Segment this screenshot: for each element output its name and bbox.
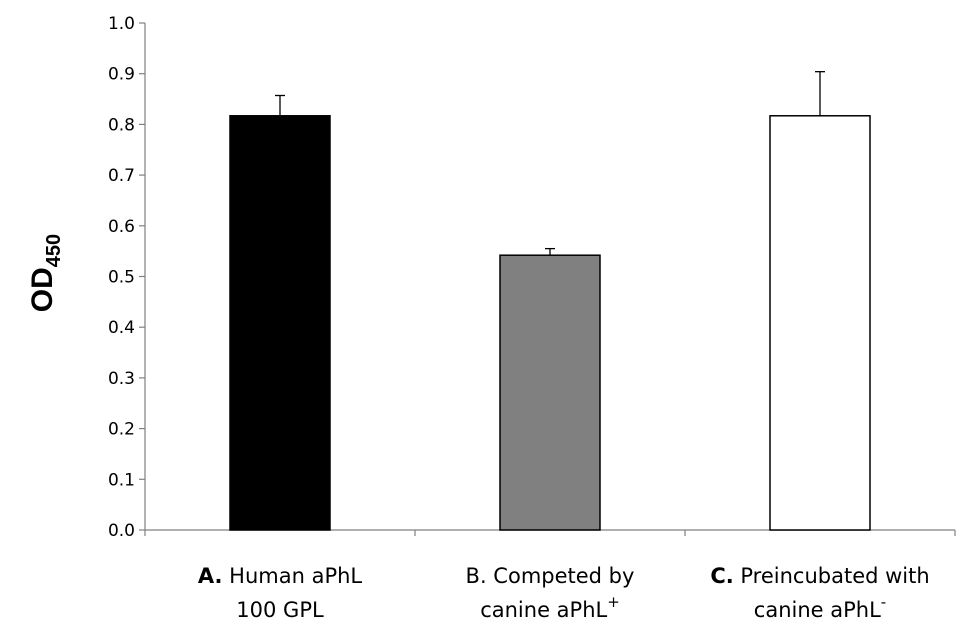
y-axis-title-main: OD <box>26 267 59 312</box>
y-tick-label: 0.7 <box>108 166 135 186</box>
y-tick-label: 0.8 <box>108 115 135 135</box>
bar-1 <box>229 115 331 531</box>
bar-2 <box>499 254 601 531</box>
x-category-prefix: A. <box>198 564 223 588</box>
x-category-text: canine aPhL <box>754 598 881 622</box>
x-category-label-line2: canine aPhL- <box>754 593 886 622</box>
x-category-label-line2: canine aPhL+ <box>480 593 620 622</box>
bars <box>229 115 871 531</box>
x-category-label-line1: A. Human aPhL <box>198 564 363 588</box>
x-category-labels: A. Human aPhL 100 GPL B. Competed by canine… <box>198 564 930 622</box>
y-tick-label: 0.4 <box>108 318 135 338</box>
x-category-text: canine aPhL <box>480 598 607 622</box>
x-category-label-line1: B. Competed by <box>466 564 635 588</box>
x-category-text: Human aPhL <box>222 564 362 588</box>
error-bars <box>275 71 825 256</box>
y-tick-label: 0.9 <box>108 65 135 85</box>
x-category-text: 100 GPL <box>236 598 324 622</box>
x-category-superscript: - <box>881 593 886 611</box>
x-category-label-line2: 100 GPL <box>236 598 324 622</box>
x-category-text: Preincubated with <box>734 564 930 588</box>
x-category-superscript: + <box>607 593 620 611</box>
y-tick-label: 0.1 <box>108 470 135 490</box>
x-category-prefix: C. <box>710 564 733 588</box>
svg-text:OD450: OD450 <box>26 234 65 312</box>
y-axis-title: OD450 <box>26 234 65 312</box>
y-tick-label: 0.6 <box>108 217 135 237</box>
y-tick-label: 0.5 <box>108 268 135 288</box>
y-tick-label: 0.0 <box>108 521 135 541</box>
x-category-text: B. Competed by <box>466 564 635 588</box>
y-tick-label: 0.3 <box>108 369 135 389</box>
y-axis-title-subscript: 450 <box>43 234 65 267</box>
y-tick-label: 0.2 <box>108 420 135 440</box>
x-category-label-line1: C. Preincubated with <box>710 564 929 588</box>
y-ticks: 0.0 0.1 0.2 0.3 0.4 0.5 0.6 0.7 0.8 0.9 1.0 <box>108 14 145 541</box>
y-tick-label: 1.0 <box>108 14 135 34</box>
bar-3 <box>769 115 871 531</box>
